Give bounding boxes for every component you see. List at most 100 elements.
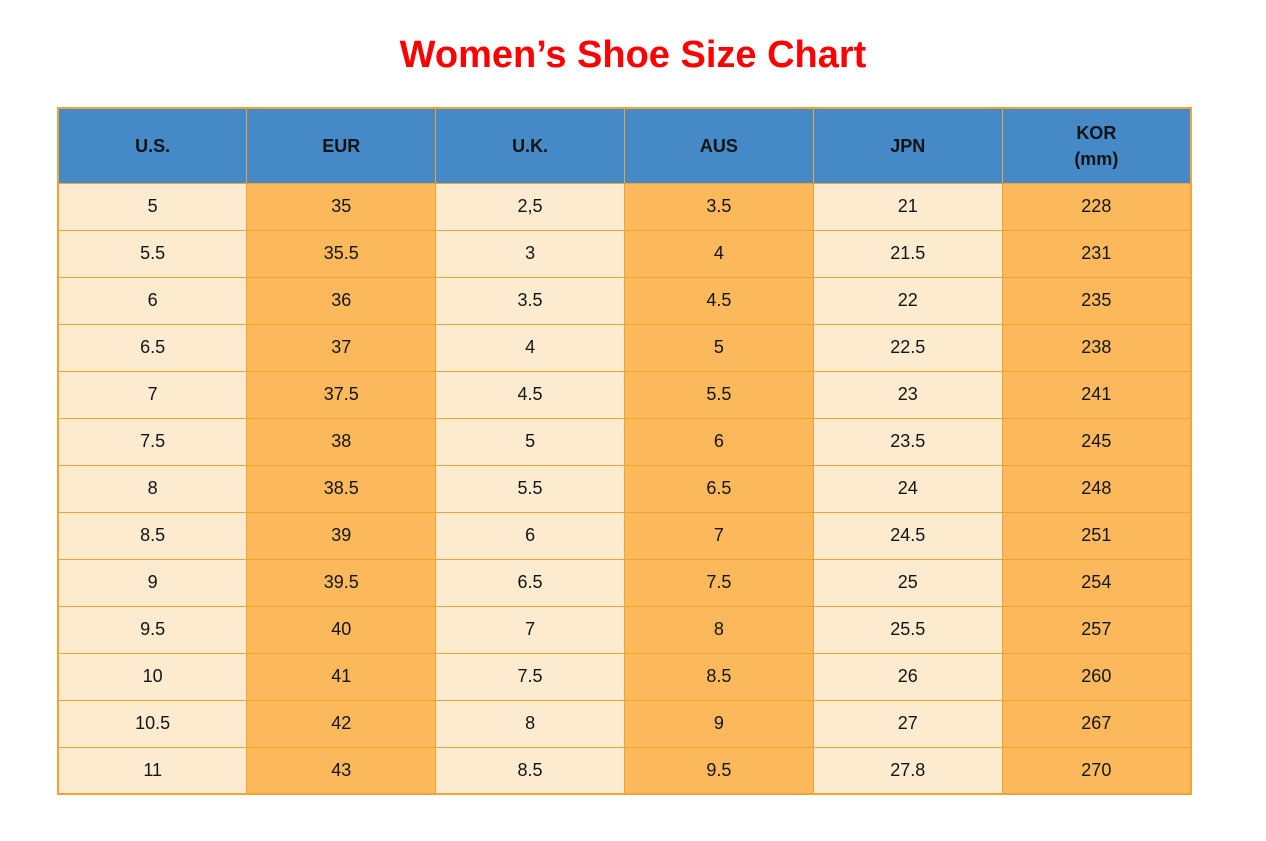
table-cell-jpn: 21.5	[812, 229, 1003, 278]
column-header-label: U.S.	[135, 135, 171, 156]
table-cell-eur: 40	[246, 605, 437, 654]
table-cell-eur: 42	[246, 699, 437, 748]
table-row: 6.5 37 4 5 22.5 238	[57, 323, 1192, 372]
table-cell-jpn: 22	[812, 276, 1003, 325]
column-header-eur: EUR	[246, 107, 437, 184]
table-cell-uk: 2,5	[435, 182, 625, 231]
page-title: Women’s Shoe Size Chart	[399, 34, 867, 76]
table-body: 5 35 2,5 3.5 21 228 5.5 35.5 3 4 21.5 231 6 36 3.5 4.5 2…	[57, 182, 1192, 795]
table-row: 11 43 8.5 9.5 27.8 270	[57, 746, 1192, 795]
table-cell-us: 8.5	[57, 511, 248, 560]
column-header-label: KOR	[1076, 122, 1117, 143]
column-header-kor: KOR (mm)	[1001, 107, 1192, 184]
table-cell-kor: 245	[1001, 417, 1192, 466]
table-cell-jpn: 25	[812, 558, 1003, 607]
table-cell-kor: 228	[1001, 182, 1192, 231]
table-cell-aus: 9	[623, 699, 814, 748]
table-cell-us: 6	[57, 276, 248, 325]
table-cell-kor: 267	[1001, 699, 1192, 748]
table-cell-jpn: 24	[812, 464, 1003, 513]
table-cell-aus: 9.5	[623, 746, 814, 795]
table-cell-uk: 4.5	[435, 370, 625, 419]
table-cell-uk: 5.5	[435, 464, 625, 513]
table-cell-us: 8	[57, 464, 248, 513]
table-cell-aus: 7.5	[623, 558, 814, 607]
table-cell-us: 7	[57, 370, 248, 419]
table-cell-jpn: 25.5	[812, 605, 1003, 654]
table-cell-jpn: 22.5	[812, 323, 1003, 372]
table-row: 10 41 7.5 8.5 26 260	[57, 652, 1192, 701]
table-cell-us: 5.5	[57, 229, 248, 278]
column-header-label: AUS	[699, 135, 738, 156]
table-cell-aus: 3.5	[623, 182, 814, 231]
table-cell-kor: 248	[1001, 464, 1192, 513]
table-cell-us: 11	[57, 746, 248, 795]
table-header: U.S. EUR U.K. AUS JPN KOR (mm)	[57, 107, 1192, 184]
table-row: 9.5 40 7 8 25.5 257	[57, 605, 1192, 654]
table-cell-aus: 8.5	[623, 652, 814, 701]
table-cell-uk: 8.5	[435, 746, 625, 795]
shoe-size-table: U.S. EUR U.K. AUS JPN KOR (mm) 5 35 2,5 3.5 21 228 5…	[57, 107, 1192, 795]
table-cell-uk: 3	[435, 229, 625, 278]
table-cell-kor: 238	[1001, 323, 1192, 372]
table-cell-eur: 38	[246, 417, 437, 466]
table-row: 5 35 2,5 3.5 21 228	[57, 182, 1192, 231]
table-row: 6 36 3.5 4.5 22 235	[57, 276, 1192, 325]
table-cell-jpn: 27.8	[812, 746, 1003, 795]
table-cell-jpn: 23.5	[812, 417, 1003, 466]
table-cell-us: 5	[57, 182, 248, 231]
column-header-label: EUR	[322, 135, 361, 156]
table-cell-us: 10.5	[57, 699, 248, 748]
table-cell-kor: 231	[1001, 229, 1192, 278]
table-cell-uk: 8	[435, 699, 625, 748]
table-cell-aus: 7	[623, 511, 814, 560]
table-cell-jpn: 23	[812, 370, 1003, 419]
table-row: 9 39.5 6.5 7.5 25 254	[57, 558, 1192, 607]
table-cell-eur: 36	[246, 276, 437, 325]
table-cell-eur: 39.5	[246, 558, 437, 607]
column-header-sublabel: (mm)	[1074, 148, 1119, 169]
table-cell-eur: 35.5	[246, 229, 437, 278]
table-cell-uk: 6	[435, 511, 625, 560]
table-cell-kor: 251	[1001, 511, 1192, 560]
table-cell-kor: 257	[1001, 605, 1192, 654]
table-cell-us: 10	[57, 652, 248, 701]
table-cell-eur: 38.5	[246, 464, 437, 513]
table-cell-eur: 35	[246, 182, 437, 231]
table-cell-aus: 5	[623, 323, 814, 372]
header-row: U.S. EUR U.K. AUS JPN KOR (mm)	[57, 107, 1192, 184]
table-cell-eur: 43	[246, 746, 437, 795]
table-cell-us: 9	[57, 558, 248, 607]
table-cell-aus: 5.5	[623, 370, 814, 419]
table-cell-aus: 6.5	[623, 464, 814, 513]
table-cell-eur: 41	[246, 652, 437, 701]
table-cell-jpn: 26	[812, 652, 1003, 701]
column-header-aus: AUS	[623, 107, 814, 184]
table-cell-aus: 6	[623, 417, 814, 466]
table-row: 5.5 35.5 3 4 21.5 231	[57, 229, 1192, 278]
table-cell-uk: 7	[435, 605, 625, 654]
table-cell-aus: 8	[623, 605, 814, 654]
table-row: 7.5 38 5 6 23.5 245	[57, 417, 1192, 466]
table-cell-us: 7.5	[57, 417, 248, 466]
table-cell-uk: 3.5	[435, 276, 625, 325]
table-row: 8 38.5 5.5 6.5 24 248	[57, 464, 1192, 513]
table-cell-aus: 4	[623, 229, 814, 278]
table-cell-uk: 4	[435, 323, 625, 372]
column-header-label: JPN	[890, 135, 926, 156]
column-header-uk: U.K.	[435, 107, 625, 184]
table-cell-us: 9.5	[57, 605, 248, 654]
table-cell-jpn: 21	[812, 182, 1003, 231]
table-cell-kor: 260	[1001, 652, 1192, 701]
table-cell-uk: 7.5	[435, 652, 625, 701]
table-cell-kor: 254	[1001, 558, 1192, 607]
column-header-us: U.S.	[57, 107, 248, 184]
table-cell-us: 6.5	[57, 323, 248, 372]
table-cell-uk: 6.5	[435, 558, 625, 607]
table-cell-eur: 39	[246, 511, 437, 560]
table-cell-kor: 235	[1001, 276, 1192, 325]
column-header-jpn: JPN	[812, 107, 1003, 184]
table-row: 10.5 42 8 9 27 267	[57, 699, 1192, 748]
table-row: 8.5 39 6 7 24.5 251	[57, 511, 1192, 560]
